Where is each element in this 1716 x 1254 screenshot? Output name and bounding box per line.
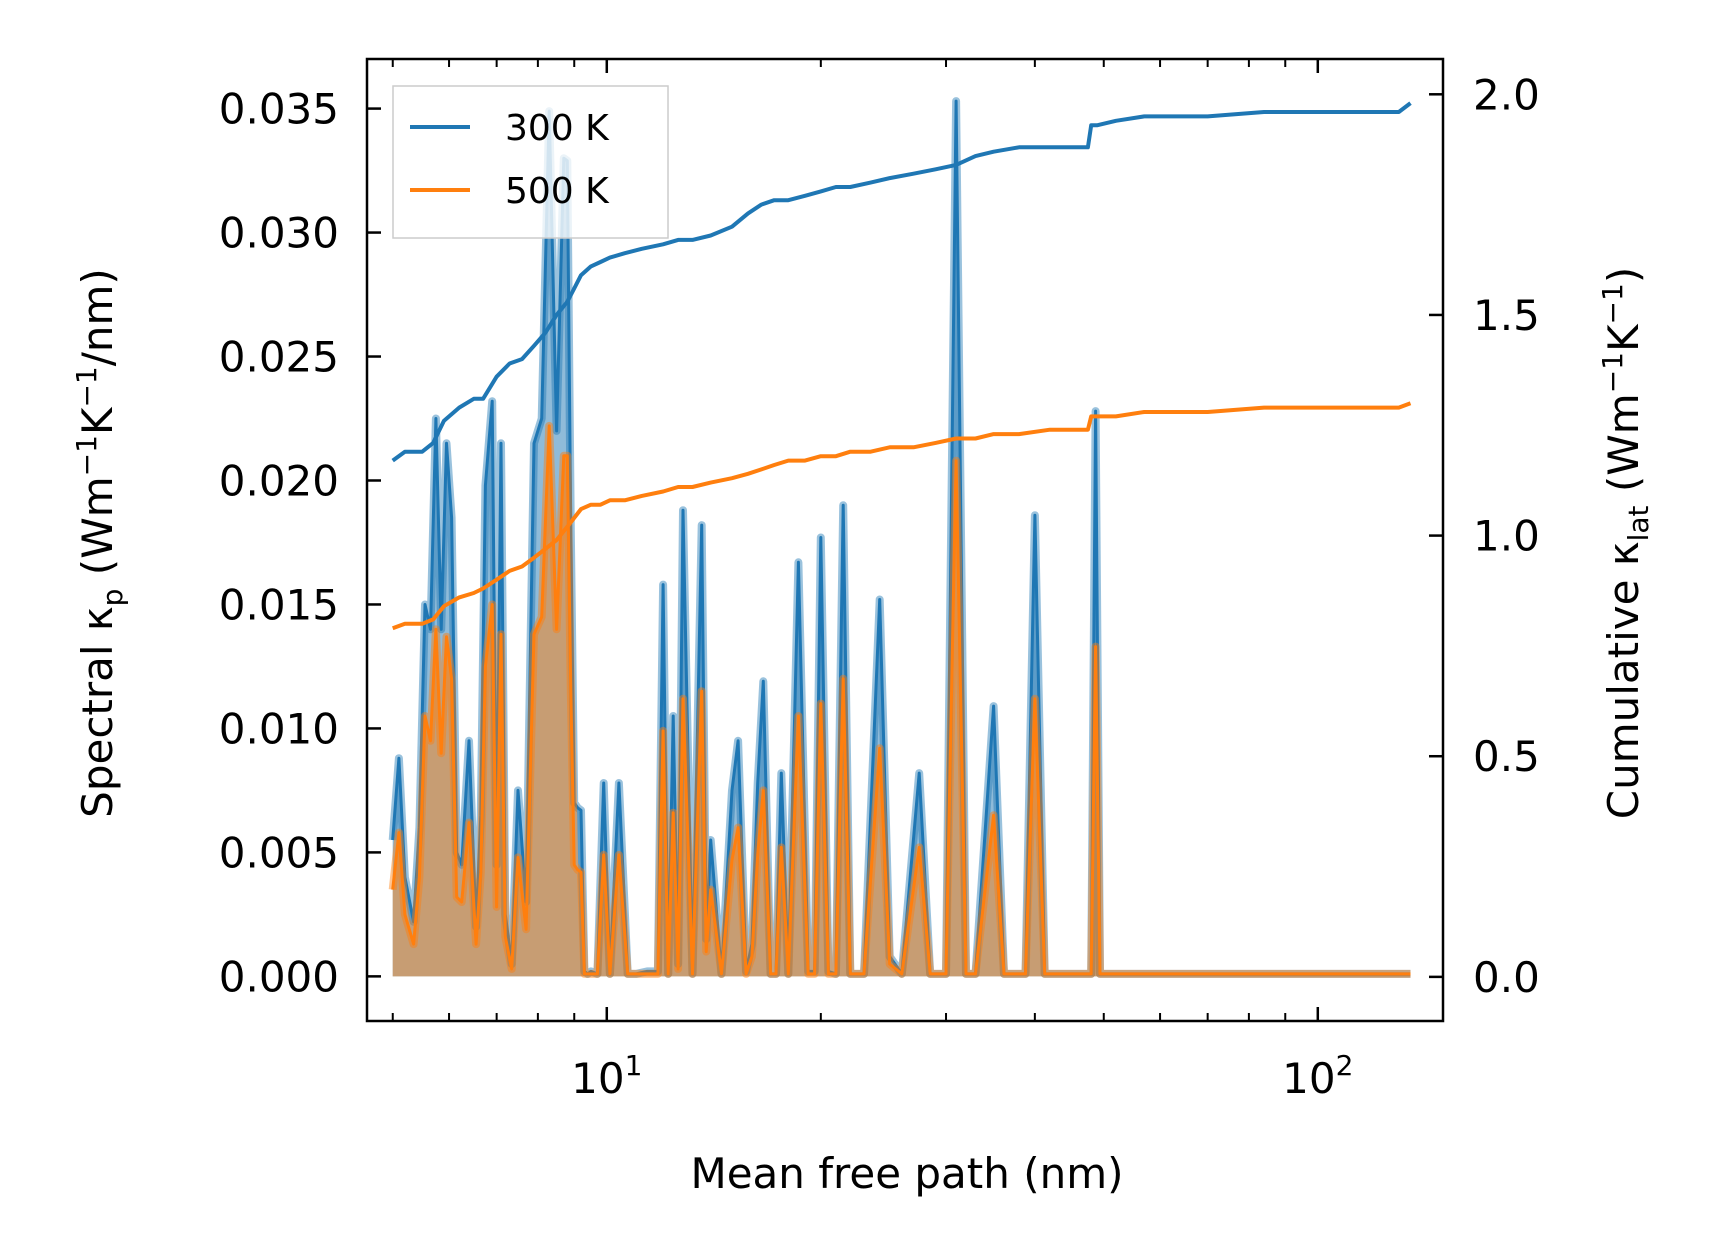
y-right-title-sup: −1 (1596, 352, 1629, 393)
y-left-title-sup: −1 (70, 435, 103, 476)
y-left-tick-label: 0.025 (219, 333, 339, 382)
y-left-tick-label: 0.030 (219, 209, 339, 258)
x-tick-base: 10 (1282, 1054, 1335, 1103)
y-left-title-part: K (73, 406, 122, 435)
spectral-fills (392, 101, 1411, 977)
x-axis-title: Mean free path (nm) (690, 1149, 1123, 1198)
legend-box (392, 85, 669, 239)
y-left-tick-label: 0.015 (219, 580, 339, 629)
x-tick-label: 101 (571, 1049, 642, 1103)
legend: 300 K 500 K (392, 85, 669, 239)
y-left-title-sub: p (96, 589, 129, 607)
y-left-tick-label: 0.020 (219, 456, 339, 505)
y-right-tick-label: 0.0 (1473, 953, 1540, 1002)
y-axis-title-right: Cumulative κlat (Wm−1K−1) (1596, 267, 1655, 819)
y-left-title-part: /nm) (73, 268, 122, 366)
y-right-title-part: (Wm (1599, 393, 1648, 505)
cumulative-line-500k (392, 401, 1412, 631)
y-left-title-sup: −1 (70, 366, 103, 407)
y-axis-title-left: Spectral κp (Wm−1K−1/nm) (70, 268, 129, 818)
y-right-title-part: K (1599, 323, 1648, 352)
y-left-tick-label: 0.010 (219, 704, 339, 753)
y-right-title-sup: −1 (1596, 283, 1629, 324)
y-left-tick-label: 0.035 (219, 85, 339, 134)
axis-ticks (367, 59, 1443, 1021)
legend-label-500k: 500 K (505, 171, 610, 212)
y-right-title-part: Cumulative κ (1599, 541, 1648, 819)
series-lines (388, 97, 1412, 978)
plot-frame (365, 57, 1445, 1023)
y-right-title-part: ) (1599, 267, 1648, 283)
x-tick-exponent: 2 (1336, 1049, 1354, 1082)
y-right-tick-label: 2.0 (1473, 70, 1540, 119)
y-left-title-part: Spectral κ (73, 606, 122, 818)
tick-labels: 0.0000.0050.0100.0150.0200.0250.0300.035… (219, 70, 1540, 1103)
y-left-tick-label: 0.000 (219, 952, 339, 1001)
y-right-tick-label: 1.5 (1473, 291, 1540, 340)
spectral-area-500k (392, 425, 1411, 977)
y-right-title-sub: lat (1622, 505, 1655, 541)
cumulative-line-300k (391, 101, 1412, 463)
y-right-tick-label: 1.0 (1473, 512, 1540, 561)
y-right-tick-label: 0.5 (1473, 732, 1540, 781)
y-left-title-part: (Wm (73, 476, 122, 588)
spectral-line-500k (391, 424, 1411, 976)
y-left-tick-label: 0.005 (219, 828, 339, 877)
legend-label-300k: 300 K (505, 108, 610, 149)
x-tick-exponent: 1 (625, 1049, 643, 1082)
x-tick-label: 102 (1282, 1049, 1353, 1103)
x-tick-base: 10 (571, 1054, 624, 1103)
